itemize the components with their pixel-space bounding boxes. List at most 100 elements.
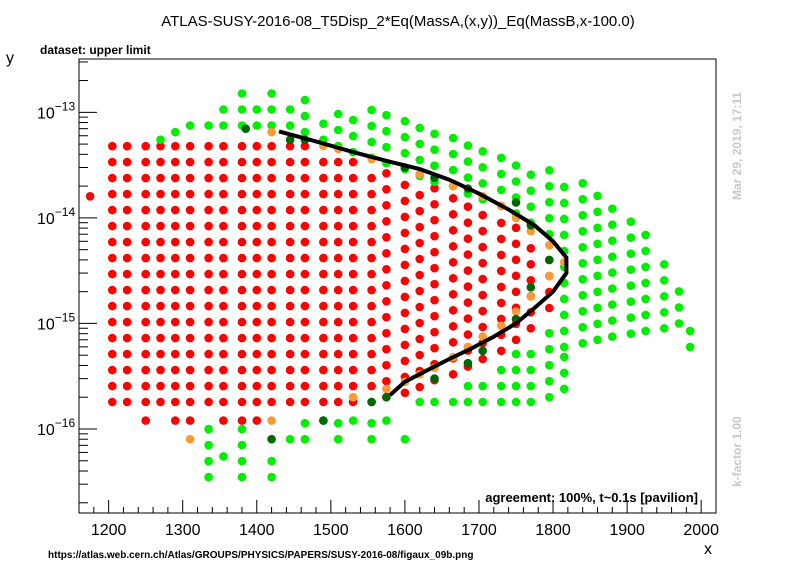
data-point-467: [511, 161, 521, 170]
data-point-57: [156, 301, 165, 311]
data-point-42: [141, 269, 150, 279]
data-point-431: [367, 105, 376, 115]
agreement-note: agreement: 100%, t~0.1s [pavilion]: [485, 490, 698, 505]
data-point-503: [593, 271, 602, 281]
chart-subtitle: dataset: upper limit: [40, 43, 151, 57]
data-point-233: [319, 205, 328, 215]
data-point-496: [578, 210, 587, 220]
data-point-66: [156, 157, 165, 167]
data-point-173: [267, 349, 276, 359]
data-point-399: [85, 192, 95, 201]
data-point-379: [496, 234, 506, 244]
data-point-498: [578, 178, 587, 188]
data-point-558: [545, 360, 554, 370]
data-point-277: [367, 269, 376, 279]
data-point-96: [185, 221, 195, 231]
data-point-166: [252, 189, 262, 199]
data-point-584: [333, 434, 343, 444]
data-point-99: [185, 173, 195, 183]
data-point-484: [559, 230, 569, 240]
data-point-356: [463, 282, 473, 291]
data-point-266: [348, 189, 358, 199]
data-point-217: [300, 189, 310, 199]
border-point-623: [348, 392, 358, 402]
data-point-453: [463, 173, 473, 182]
data-point-220: [300, 141, 310, 151]
data-point-19: [122, 365, 132, 375]
data-point-510: [608, 316, 617, 325]
data-point-234: [319, 189, 328, 199]
data-point-507: [593, 207, 602, 217]
data-point-137: [237, 381, 247, 391]
data-point-515: [608, 236, 617, 245]
data-point-116: [204, 173, 213, 183]
exclusion-contour-line: [278, 129, 569, 397]
data-point-152: [237, 141, 247, 151]
data-point-45: [141, 221, 150, 231]
data-point-378: [496, 250, 506, 260]
data-point-562: [559, 368, 569, 378]
data-point-85: [185, 397, 195, 407]
data-point-61: [156, 237, 165, 247]
data-point-377: [496, 266, 506, 276]
data-point-21: [122, 333, 132, 343]
data-point-534: [659, 308, 669, 317]
data-point-283: [367, 173, 376, 183]
data-point-414: [267, 89, 276, 98]
data-point-513: [608, 268, 617, 277]
data-point-487: [559, 182, 569, 192]
data-point-10: [108, 237, 117, 247]
data-point-182: [267, 205, 276, 215]
data-point-285: [382, 376, 391, 386]
data-point-502: [593, 287, 602, 297]
data-point-470: [526, 186, 536, 195]
data-point-39: [141, 317, 150, 327]
data-point-554: [526, 365, 536, 375]
data-point-494: [578, 242, 587, 252]
data-point-142: [237, 301, 247, 311]
data-point-527: [641, 310, 650, 320]
data-point-202: [285, 157, 295, 167]
data-point-225: [319, 333, 328, 343]
data-point-254: [348, 381, 358, 391]
data-point-517: [608, 204, 617, 213]
data-point-273: [367, 333, 376, 343]
data-point-400: [141, 416, 150, 425]
data-point-162: [252, 253, 262, 263]
data-point-519: [626, 313, 636, 323]
data-point-561: [559, 384, 569, 394]
data-point-36: [141, 365, 150, 375]
data-point-329: [430, 327, 439, 337]
data-point-232: [319, 221, 328, 231]
data-point-139: [237, 349, 247, 359]
data-point-540: [674, 287, 684, 296]
border-point-636: [430, 374, 439, 383]
data-point-427: [348, 115, 358, 125]
data-point-345: [448, 274, 458, 283]
data-point-63: [156, 205, 165, 215]
data-point-59: [156, 269, 165, 279]
data-point-264: [348, 221, 358, 231]
y-axis-label: y: [6, 50, 14, 67]
data-point-294: [382, 233, 391, 242]
data-point-224: [319, 349, 328, 359]
data-point-265: [348, 205, 358, 215]
data-point-250: [333, 189, 343, 199]
data-point-526: [641, 326, 650, 336]
data-point-551: [511, 349, 521, 359]
data-point-126: [219, 285, 228, 295]
x-axis-ticks: 1200 1300 1400 1500 1600 1700 1800 1900 2000: [91, 500, 719, 539]
data-point-143: [237, 285, 247, 295]
data-point-229: [319, 269, 328, 279]
data-point-13: [108, 189, 117, 199]
data-point-563: [559, 352, 569, 362]
data-point-312: [400, 180, 410, 190]
data-point-2: [108, 365, 117, 375]
x-tick-label-8: 2000: [683, 522, 719, 539]
data-point-478: [559, 326, 569, 336]
data-point-35: [141, 381, 150, 391]
data-point-523: [626, 249, 636, 258]
data-point-275: [367, 301, 376, 311]
data-point-28: [122, 221, 132, 231]
